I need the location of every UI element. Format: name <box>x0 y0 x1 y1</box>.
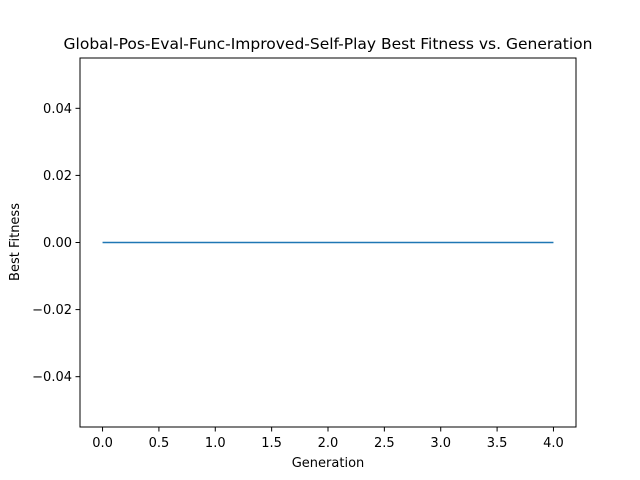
x-tick-label: 0.0 <box>92 436 113 451</box>
x-tick-label: 3.0 <box>430 436 451 451</box>
x-tick-label: 2.0 <box>318 436 339 451</box>
x-tick-label: 2.5 <box>374 436 395 451</box>
y-tick-label: −0.02 <box>32 303 72 318</box>
x-tick-label: 4.0 <box>543 436 564 451</box>
x-tick-label: 0.5 <box>149 436 170 451</box>
x-tick-label: 1.5 <box>261 436 282 451</box>
x-tick-label: 3.5 <box>487 436 508 451</box>
y-tick-label: 0.02 <box>43 169 72 184</box>
plot-frame <box>79 57 577 428</box>
x-tick-label: 1.0 <box>205 436 226 451</box>
y-tick-label: −0.04 <box>32 370 72 385</box>
y-axis-label: Best Fitness <box>8 203 23 281</box>
x-axis-ticks: 0.0 0.5 1.0 1.5 2.0 2.5 3.0 3.5 4.0 <box>92 427 564 451</box>
chart-title: Global-Pos-Eval-Func-Improved-Self-Play … <box>64 35 593 53</box>
y-tick-label: 0.00 <box>43 236 72 251</box>
x-axis-label: Generation <box>292 456 365 471</box>
y-tick-label: 0.04 <box>43 102 72 117</box>
y-axis-ticks: −0.04 −0.02 0.00 0.02 0.04 <box>32 102 80 385</box>
